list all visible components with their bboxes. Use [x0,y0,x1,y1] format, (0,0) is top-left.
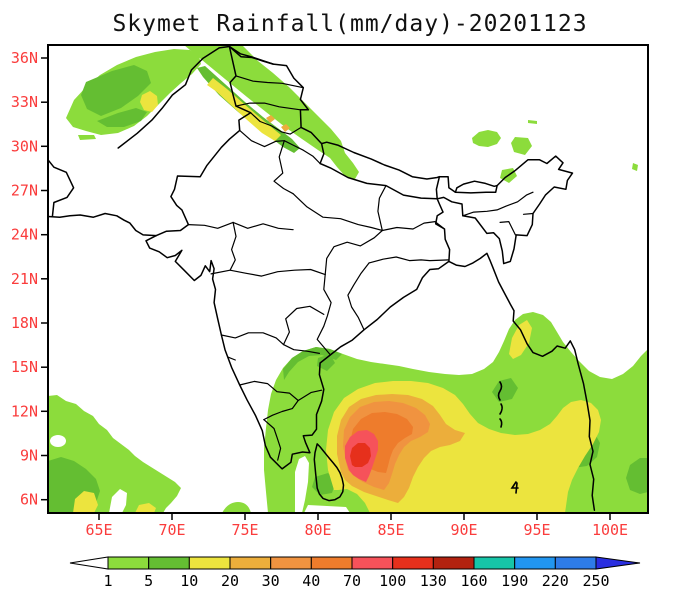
colorbar-segment [473,556,516,570]
colorbar-tick-label: 130 [420,572,447,590]
colorbar-tick-label: 250 [582,572,609,590]
x-tick-label: 85E [377,521,404,539]
colorbar-segment [107,556,150,570]
country-border [117,45,231,149]
colorbar-tick-label: 190 [501,572,528,590]
state-border [462,191,534,217]
y-tick-label: 36N [11,49,38,67]
state-border [229,268,326,277]
y-tick-label: 30N [11,137,38,155]
colorbar-tick-label: 160 [460,572,487,590]
y-tick-label: 24N [11,226,38,244]
x-tick-label: 65E [85,521,112,539]
state-border [263,419,282,461]
colorbar-labels: 1 5 10 20 30 40 70 100 130 160 190 220 2… [103,572,609,590]
x-tick-label: 90E [450,521,477,539]
country-border [48,212,158,237]
country-border [228,45,275,65]
colorbar-segment [270,556,312,570]
country-border [320,141,441,180]
state-border [235,102,301,111]
x-axis-ticks [98,513,611,520]
y-tick-label: 15N [11,358,38,376]
state-border [377,185,446,232]
state-border [220,332,320,354]
rainfall-shading [48,45,648,513]
colorbar-segment [351,556,394,570]
andaman-nicobar-islands [497,381,519,494]
y-tick-label: 9N [20,447,38,465]
colorbar-tick-label: 70 [343,572,361,590]
colorbar-tick-label: 10 [180,572,198,590]
x-tick-label: 100E [592,521,628,539]
colorbar-segment [310,556,353,570]
x-tick-label: 75E [231,521,258,539]
state-border [250,112,302,135]
state-border [347,262,370,331]
colorbar-segment [514,556,556,570]
y-tick-label: 6N [20,491,38,509]
state-border [292,193,383,232]
state-border [499,221,516,236]
y-tick-label: 12N [11,402,38,420]
state-border [187,221,294,231]
country-border [454,180,498,193]
state-border [273,140,294,195]
state-border [522,212,534,215]
y-axis-ticks [41,57,48,501]
colorbar: 1 5 10 20 30 40 70 100 130 160 190 220 2… [69,556,641,590]
colorbar-segment [392,556,434,570]
colorbar-segment [554,556,597,570]
colorbar-tick-label: 1 [103,572,112,590]
colorbar-segment [148,556,190,570]
colorbar-over-arrow [595,556,641,570]
state-border [227,356,236,361]
state-border [235,75,304,89]
state-border [297,389,323,402]
colorbar-under-arrow [69,556,109,570]
state-border [210,221,237,275]
y-tick-label: 33N [11,93,38,111]
country-border [313,443,345,502]
state-border [324,229,383,276]
colorbar-segment [432,556,475,570]
y-tick-label: 21N [11,270,38,288]
state-border [282,305,325,346]
colorbar-tick-label: 30 [262,572,280,590]
colorbar-segment [229,556,272,570]
country-border [48,159,75,218]
colorbar-tick-label: 220 [542,572,569,590]
colorbar-segment [188,556,231,570]
state-border [316,274,332,356]
colorbar-tick-label: 40 [302,572,320,590]
chart-title: Skymet Rainfall(mm/day)-20201123 [112,11,587,37]
country-border [448,252,596,511]
y-tick-label: 18N [11,314,38,332]
state-border [239,380,299,421]
y-tick-label: 27N [11,182,38,200]
x-tick-label: 95E [523,521,550,539]
y-axis-labels: 36N 33N 30N 27N 24N 21N 18N 15N 12N 9N 6… [11,49,38,509]
country-and-state-borders [48,45,596,511]
colorbar-tick-label: 20 [221,572,239,590]
colorbar-tick-label: 5 [144,572,153,590]
x-tick-label: 70E [158,521,185,539]
colorbar-tick-label: 100 [379,572,406,590]
x-axis-labels: 65E 70E 75E 80E 85E 90E 95E 100E [85,521,628,539]
state-border [368,256,450,264]
x-tick-label: 80E [304,521,331,539]
